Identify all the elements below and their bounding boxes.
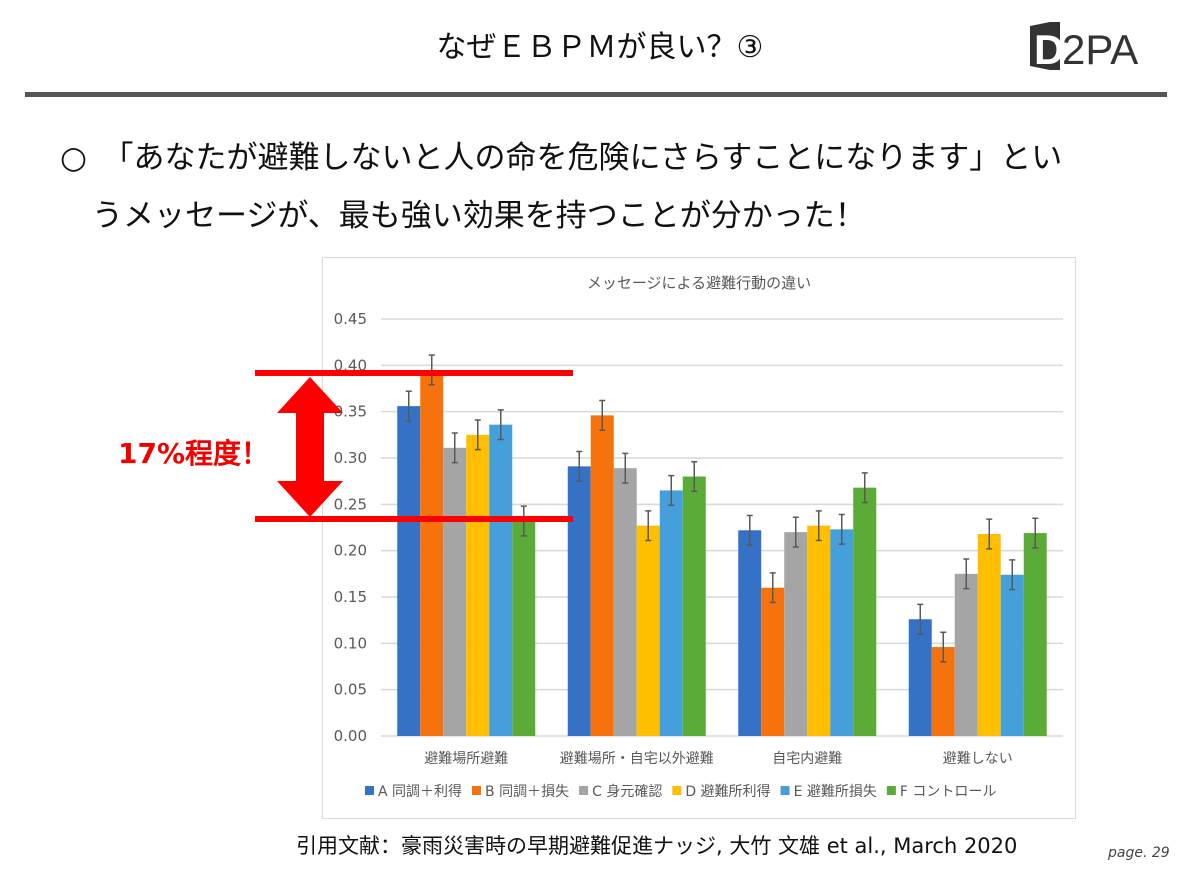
error-bar: [405, 390, 412, 422]
error-bar: [1009, 559, 1016, 591]
bar: [908, 619, 932, 736]
bar: [590, 415, 614, 736]
bar: [830, 529, 854, 736]
error-bar: [792, 516, 799, 548]
legend-swatch: [886, 786, 896, 795]
bar: [853, 487, 877, 736]
bar: [613, 468, 637, 736]
error-bar: [963, 558, 970, 590]
legend-swatch: [672, 786, 682, 795]
y-tick-label: 0.40: [334, 356, 367, 374]
legend-label: B 同調＋損失: [485, 784, 569, 800]
bar: [1023, 533, 1047, 736]
x-tick-label: 避難場所・自宅以外避難: [560, 751, 714, 767]
error-bar: [668, 474, 675, 507]
x-tick-label: 自宅内避難: [772, 751, 842, 767]
error-bar: [691, 460, 698, 493]
slide-title: なぜＥＢＰＭが良い？③: [436, 30, 764, 65]
bar: [682, 476, 706, 736]
bar: [659, 490, 683, 736]
error-bar: [645, 510, 652, 542]
error-bar: [622, 452, 629, 484]
bar-chart: メッセージによる避難行動の違い 0.00 0.05 0.10 0.15 0.20 0.25 0…: [334, 274, 1063, 800]
error-bar: [769, 572, 776, 604]
legend-label: F コントロール: [900, 784, 997, 800]
double-arrow-icon: [277, 377, 343, 517]
error-bar: [576, 450, 583, 482]
bar: [784, 532, 808, 736]
error-bar: [940, 631, 947, 663]
difference-label: 17%程度！: [118, 437, 270, 470]
legend-label: C 身元確認: [592, 784, 662, 800]
y-tick-label: 0.15: [334, 588, 367, 606]
svg-text:D: D: [1034, 26, 1064, 70]
bar: [567, 466, 591, 736]
error-bar: [497, 409, 504, 441]
lower-marker-line: [255, 516, 573, 522]
error-bar: [861, 472, 868, 504]
error-bar: [428, 354, 435, 386]
error-bar: [986, 518, 993, 550]
bar: [636, 525, 660, 736]
legend-label: D 避難所利得: [685, 783, 770, 800]
bar: [512, 521, 536, 736]
header-divider: [25, 92, 1167, 97]
y-tick-label: 0.30: [334, 449, 367, 467]
bullet-line-2: うメッセージが、最も強い効果を持つことが分かった！: [92, 198, 866, 234]
bar: [738, 530, 762, 736]
legend-swatch: [365, 786, 374, 795]
error-bar: [451, 432, 458, 464]
bar: [931, 647, 955, 736]
svg-text:2PA: 2PA: [1062, 26, 1138, 70]
y-tick-label: 0.25: [334, 495, 367, 513]
error-bar: [1032, 517, 1039, 549]
bar: [397, 406, 421, 736]
bar: [977, 533, 1001, 736]
y-tick-label: 0.00: [334, 727, 367, 745]
error-bar: [474, 419, 481, 451]
legend-swatch: [579, 786, 589, 795]
bar: [954, 573, 978, 736]
error-bar: [599, 399, 606, 431]
bar: [1000, 574, 1024, 736]
error-bar: [746, 514, 753, 546]
error-bar: [815, 510, 822, 542]
legend-label: E 避難所損失: [794, 784, 877, 800]
bar: [489, 424, 513, 736]
bar: [466, 434, 490, 736]
page-number: page. 29: [1108, 845, 1170, 861]
y-tick-label: 0.45: [334, 310, 367, 328]
x-tick-label: 避難しない: [943, 751, 1013, 767]
bar: [807, 525, 831, 736]
legend-swatch: [472, 786, 482, 795]
error-bar: [917, 603, 924, 635]
bar: [420, 369, 444, 736]
legend-label: A 同調＋利得: [378, 783, 462, 800]
citation: 引用文献：豪雨災害時の早期避難促進ナッジ, 大竹 文雄 et al., Marc…: [296, 834, 1018, 858]
d2pa-logo: D 2PA: [1030, 22, 1138, 70]
error-bar: [838, 513, 845, 545]
bullet-line-1: ○ 「あなたが避難しないと人の命を危険にさらすことになります」とい: [60, 140, 1063, 176]
upper-marker-line: [255, 370, 573, 376]
chart-title: メッセージによる避難行動の違い: [587, 274, 811, 292]
y-tick-label: 0.20: [334, 542, 367, 560]
bar: [761, 587, 785, 736]
legend-swatch: [780, 786, 790, 795]
y-tick-label: 0.35: [334, 403, 367, 421]
chart-container: メッセージによる避難行動の違い 0.00 0.05 0.10 0.15 0.20 0.25 0…: [322, 257, 1076, 819]
y-tick-label: 0.10: [334, 634, 367, 652]
y-tick-label: 0.05: [334, 681, 367, 699]
x-tick-label: 避難場所避難: [424, 751, 508, 767]
